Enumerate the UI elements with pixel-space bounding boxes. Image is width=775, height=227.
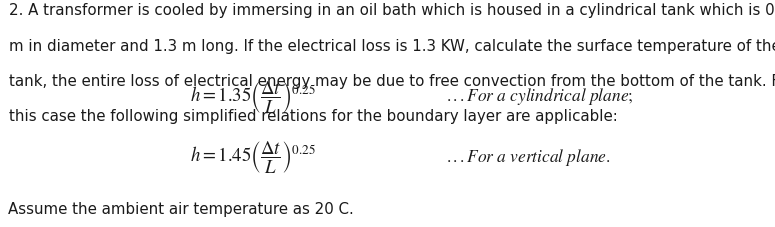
Text: $\mathit{... For\ a\ cylindrical\ plane;}$: $\mathit{... For\ a\ cylindrical\ plane;… — [446, 86, 633, 107]
Text: Assume the ambient air temperature as 20 C.: Assume the ambient air temperature as 20… — [8, 201, 353, 216]
Text: tank, the entire loss of electrical energy may be due to free convection from th: tank, the entire loss of electrical ener… — [9, 74, 775, 89]
Text: 2. A transformer is cooled by immersing in an oil bath which is housed in a cyli: 2. A transformer is cooled by immersing … — [9, 3, 775, 18]
Text: $\mathit{h = 1.45} \left(\dfrac{\Delta t}{L}\right)^{0.25}$: $\mathit{h = 1.45} \left(\dfrac{\Delta t… — [190, 139, 315, 175]
Text: m in diameter and 1.3 m long. If the electrical loss is 1.3 KW, calculate the su: m in diameter and 1.3 m long. If the ele… — [9, 39, 775, 54]
Text: $\mathit{... For\ a\ vertical\ plane.}$: $\mathit{... For\ a\ vertical\ plane.}$ — [446, 146, 611, 167]
Text: $\mathit{h = 1.35} \left(\dfrac{\Delta t}{L}\right)^{0.25}$: $\mathit{h = 1.35} \left(\dfrac{\Delta t… — [190, 79, 315, 114]
Text: this case the following simplified relations for the boundary layer are applicab: this case the following simplified relat… — [9, 109, 618, 124]
